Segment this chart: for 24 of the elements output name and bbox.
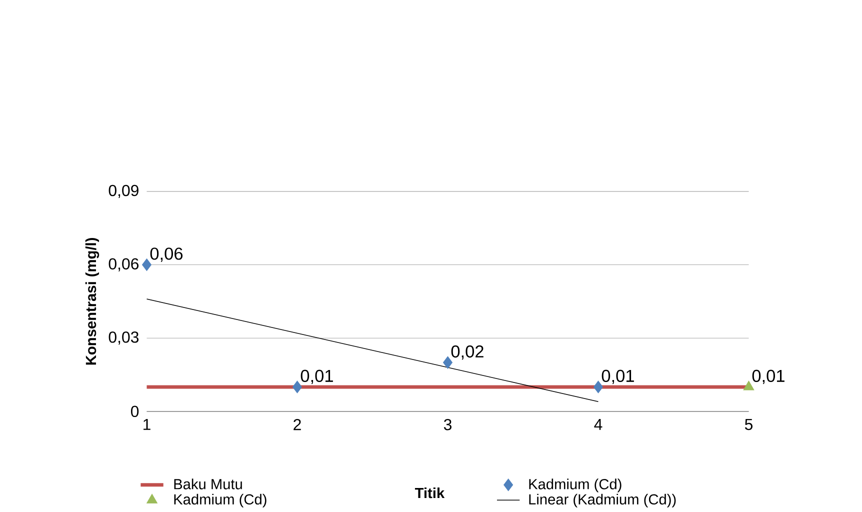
point xyxy=(594,380,603,394)
x-tick-label: 3 xyxy=(444,419,452,430)
data-label: 0,01 xyxy=(300,370,333,384)
point xyxy=(142,258,152,272)
legend-label: Linear (Kadmium (Cd)) xyxy=(529,494,676,508)
y-tick-label: 0,09 xyxy=(108,185,138,198)
y-axis-title: Konsentrasi (mg/l) xyxy=(85,238,100,365)
data-label: 0,06 xyxy=(150,248,183,262)
x-tick-label: 5 xyxy=(744,419,753,430)
data-label: 0,01 xyxy=(602,370,634,384)
y-tick-label: 0,06 xyxy=(108,258,139,272)
legend-label: Kadmium (Cd) xyxy=(529,478,622,492)
legend-label: Kadmium (Cd) xyxy=(174,494,266,508)
y-tick-label: 0,03 xyxy=(108,332,139,345)
point xyxy=(292,380,302,394)
data-label: 0,01 xyxy=(752,370,784,384)
point xyxy=(443,356,452,369)
x-tick-label: 1 xyxy=(144,419,150,430)
legend-label: Baku Mutu xyxy=(174,478,242,490)
x-axis-title: Titik xyxy=(414,488,445,498)
x-tick-label: 2 xyxy=(294,419,301,430)
x-tick-label: 4 xyxy=(594,419,602,430)
y-tick-label: 0 xyxy=(130,406,139,418)
data-label: 0,02 xyxy=(451,345,484,360)
